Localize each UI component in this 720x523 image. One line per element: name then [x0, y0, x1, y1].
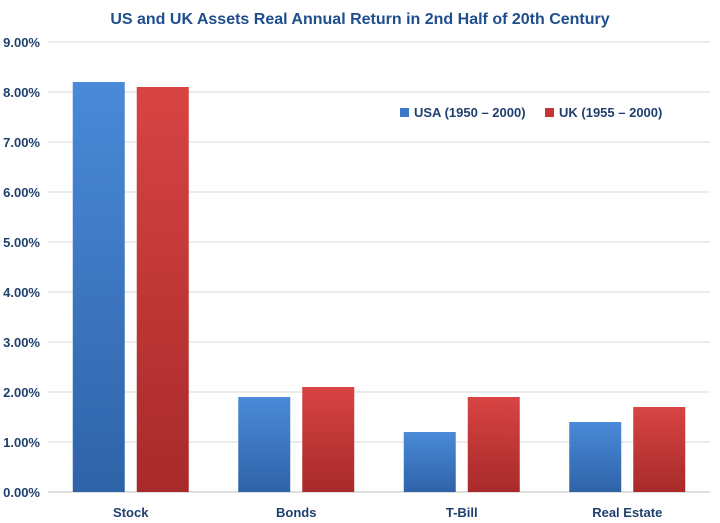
y-tick-label: 9.00%	[3, 35, 40, 50]
bar-t-bill-series-0	[403, 432, 456, 492]
x-category-label: Stock	[113, 505, 149, 520]
bar-real-estate-series-1	[633, 407, 686, 492]
y-tick-label: 2.00%	[3, 385, 40, 400]
x-category-label: Real Estate	[592, 505, 662, 520]
y-tick-label: 0.00%	[3, 485, 40, 500]
chart-title: US and UK Assets Real Annual Return in 2…	[110, 11, 609, 28]
legend-label: USA (1950 – 2000)	[414, 105, 526, 120]
y-tick-label: 3.00%	[3, 335, 40, 350]
x-axis-categories: Stock Bonds T-Bill Real Estate	[113, 505, 662, 520]
bars	[72, 82, 686, 492]
bar-real-estate-series-0	[569, 422, 622, 492]
y-tick-label: 5.00%	[3, 235, 40, 250]
x-category-label: Bonds	[276, 505, 316, 520]
y-tick-label: 6.00%	[3, 185, 40, 200]
legend: USA (1950 – 2000) UK (1955 – 2000)	[400, 105, 662, 120]
y-tick-label: 7.00%	[3, 135, 40, 150]
bar-bonds-series-1	[302, 387, 355, 492]
legend-label: UK (1955 – 2000)	[559, 105, 662, 120]
y-tick-label: 8.00%	[3, 85, 40, 100]
bar-stock-series-1	[136, 87, 189, 492]
legend-swatch	[400, 108, 409, 117]
x-category-label: T-Bill	[446, 505, 478, 520]
legend-swatch	[545, 108, 554, 117]
bar-stock-series-0	[72, 82, 125, 492]
y-tick-label: 4.00%	[3, 285, 40, 300]
bar-bonds-series-0	[238, 397, 291, 492]
y-tick-label: 1.00%	[3, 435, 40, 450]
bar-t-bill-series-1	[467, 397, 520, 492]
y-axis-ticks: 0.00% 1.00% 2.00% 3.00% 4.00% 5.00% 6.00% 7.00%…	[3, 35, 40, 500]
